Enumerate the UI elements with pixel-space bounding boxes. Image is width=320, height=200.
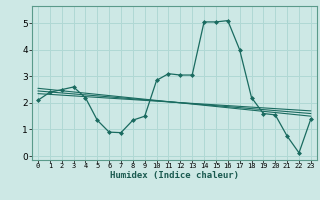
X-axis label: Humidex (Indice chaleur): Humidex (Indice chaleur) (110, 171, 239, 180)
